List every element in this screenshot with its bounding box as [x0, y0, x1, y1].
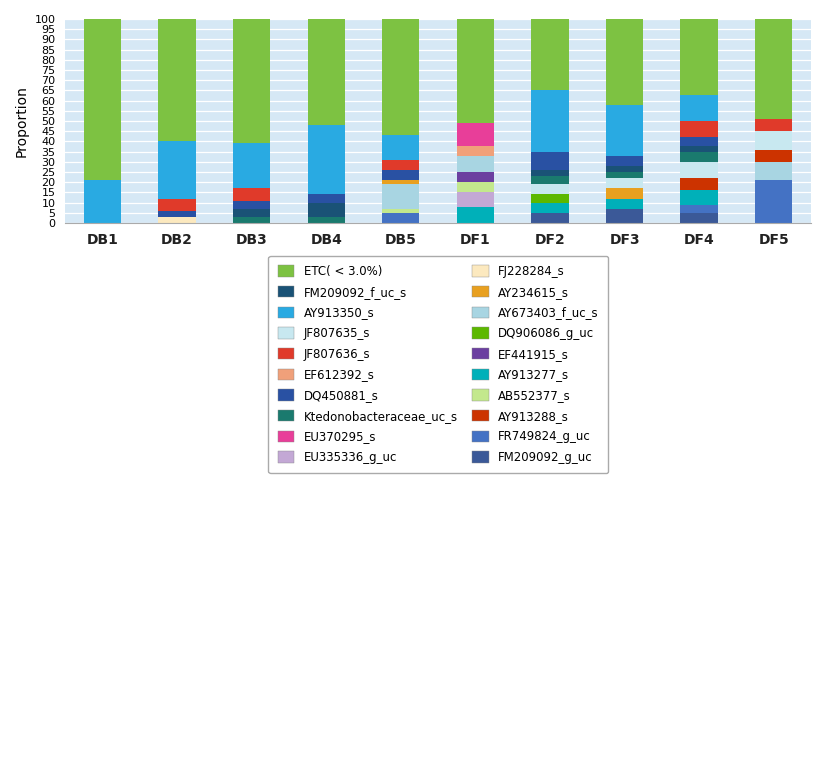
Bar [606, 172, 643, 178]
Bar [755, 162, 792, 180]
Bar [382, 19, 420, 136]
Bar [755, 119, 792, 131]
Bar [606, 209, 643, 223]
Bar [531, 170, 568, 176]
Bar [681, 178, 718, 190]
Bar [606, 178, 643, 189]
Bar [681, 190, 718, 205]
Bar [159, 199, 196, 211]
Bar [233, 209, 270, 217]
Bar [681, 95, 718, 121]
Bar [681, 205, 718, 213]
Bar [755, 180, 792, 223]
Bar [531, 203, 568, 213]
Bar [681, 121, 718, 137]
Bar [382, 170, 420, 180]
Bar [681, 137, 718, 146]
Bar [606, 166, 643, 172]
Bar [382, 213, 420, 223]
Bar [606, 189, 643, 199]
Bar [755, 7, 792, 119]
Bar [159, 217, 196, 223]
Bar [84, 180, 121, 223]
Bar [159, 142, 196, 199]
Y-axis label: Proportion: Proportion [15, 85, 29, 157]
Bar [159, 19, 196, 142]
Bar [606, 8, 643, 105]
Bar [307, 125, 345, 195]
Bar [681, 213, 718, 223]
Bar [307, 19, 345, 125]
Legend: ETC( < 3.0%), FM209092_f_uc_s, AY913350_s, JF807635_s, JF807636_s, EF612392_s, D: ETC( < 3.0%), FM209092_f_uc_s, AY913350_… [268, 256, 608, 474]
Bar [606, 199, 643, 209]
Bar [382, 136, 420, 160]
Bar [457, 206, 494, 223]
Bar [755, 131, 792, 149]
Bar [681, 7, 718, 95]
Bar [159, 211, 196, 217]
Bar [681, 146, 718, 152]
Bar [307, 195, 345, 203]
Bar [233, 217, 270, 223]
Bar [382, 160, 420, 170]
Bar [457, 156, 494, 172]
Bar [233, 189, 270, 201]
Bar [531, 195, 568, 203]
Bar [457, 182, 494, 192]
Bar [382, 184, 420, 209]
Bar [457, 123, 494, 146]
Bar [531, 8, 568, 90]
Bar [755, 149, 792, 162]
Bar [382, 209, 420, 213]
Bar [531, 184, 568, 195]
Bar [457, 146, 494, 156]
Bar [307, 217, 345, 223]
Bar [606, 156, 643, 166]
Bar [233, 19, 270, 143]
Bar [457, 172, 494, 182]
Bar [307, 203, 345, 217]
Bar [233, 143, 270, 189]
Bar [457, 19, 494, 123]
Bar [531, 152, 568, 170]
Bar [531, 213, 568, 223]
Bar [531, 90, 568, 152]
Bar [681, 152, 718, 162]
Bar [531, 176, 568, 184]
Bar [233, 201, 270, 209]
Bar [84, 19, 121, 180]
Bar [382, 180, 420, 184]
Bar [606, 105, 643, 156]
Bar [457, 192, 494, 206]
Bar [681, 162, 718, 178]
